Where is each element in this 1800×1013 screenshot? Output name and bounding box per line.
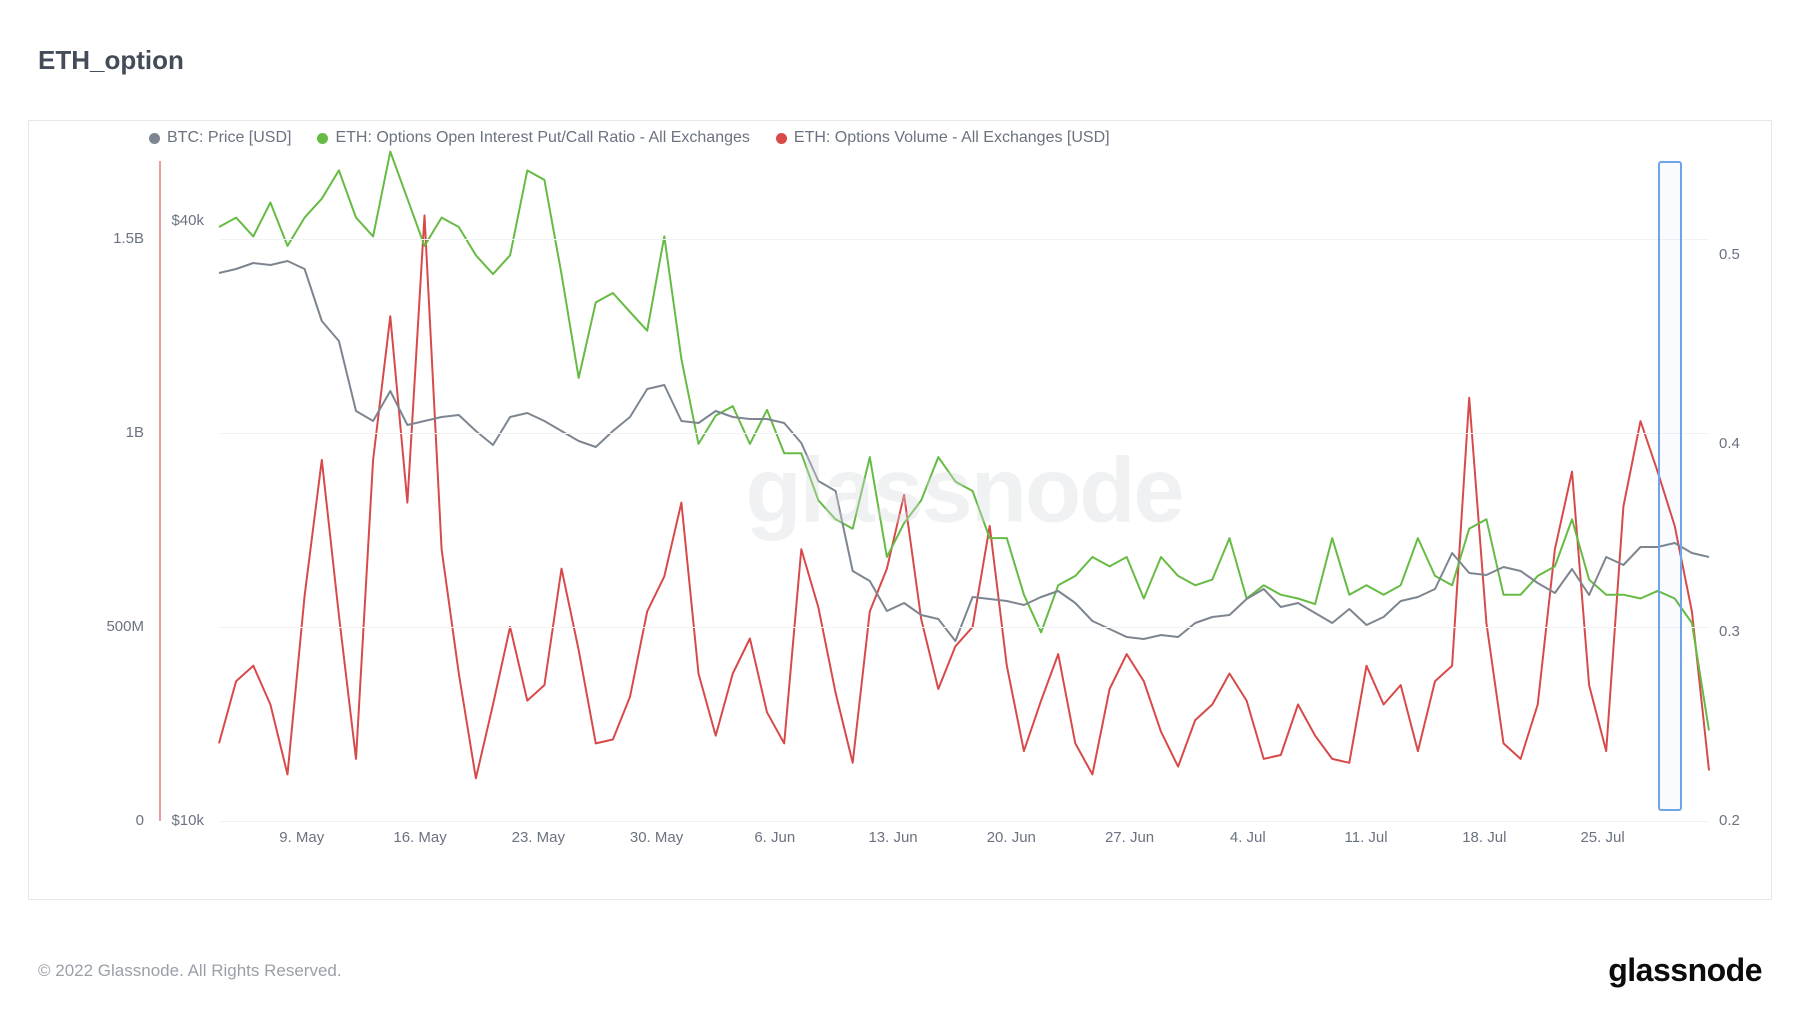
page-title: ETH_option [38,45,184,76]
plot-area[interactable]: glassnode [219,161,1709,821]
legend-dot-icon [149,133,160,144]
y-axis-inner-tick: $10k [154,812,204,829]
x-axis-tick: 9. May [279,829,324,846]
legend-label: ETH: Options Open Interest Put/Call Rati… [335,129,749,147]
gridline [219,433,1709,434]
x-axis-tick: 23. May [512,829,565,846]
x-axis-tick: 4. Jul [1230,829,1266,846]
y-axis-right-tick: 0.4 [1719,435,1759,452]
legend-item[interactable]: ETH: Options Open Interest Put/Call Rati… [317,129,749,147]
legend-label: BTC: Price [USD] [167,129,291,147]
x-axis-tick: 6. Jun [754,829,795,846]
x-axis-tick: 16. May [393,829,446,846]
indicator-vline [159,161,161,821]
legend-dot-icon [317,133,328,144]
chart-frame: BTC: Price [USD] ETH: Options Open Intere… [28,120,1772,900]
copyright-text: © 2022 Glassnode. All Rights Reserved. [38,961,342,981]
x-axis-tick: 18. Jul [1462,829,1506,846]
y-axis-left-tick: 500M [89,618,144,635]
gridline [219,821,1709,822]
x-axis-tick: 30. May [630,829,683,846]
x-axis-tick: 13. Jun [868,829,917,846]
brand-logo: glassnode [1608,952,1762,989]
legend-label: ETH: Options Volume - All Exchanges [USD… [794,129,1110,147]
x-axis-tick: 25. Jul [1580,829,1624,846]
y-axis-inner-tick: $40k [154,212,204,229]
gridline [219,627,1709,628]
x-axis-tick: 27. Jun [1105,829,1154,846]
y-axis-right-tick: 0.3 [1719,623,1759,640]
gridline [219,239,1709,240]
x-axis-tick: 11. Jul [1345,829,1388,846]
legend-item[interactable]: ETH: Options Volume - All Exchanges [USD… [776,129,1110,147]
y-axis-left-tick: 0 [89,812,144,829]
y-axis-left-tick: 1.5B [89,230,144,247]
chart-svg [219,161,1709,821]
x-axis-tick: 20. Jun [987,829,1036,846]
y-axis-right-tick: 0.2 [1719,812,1759,829]
y-axis-right-tick: 0.5 [1719,246,1759,263]
chart-legend: BTC: Price [USD] ETH: Options Open Intere… [149,129,1110,147]
legend-dot-icon [776,133,787,144]
y-axis-left-tick: 1B [89,424,144,441]
legend-item[interactable]: BTC: Price [USD] [149,129,291,147]
